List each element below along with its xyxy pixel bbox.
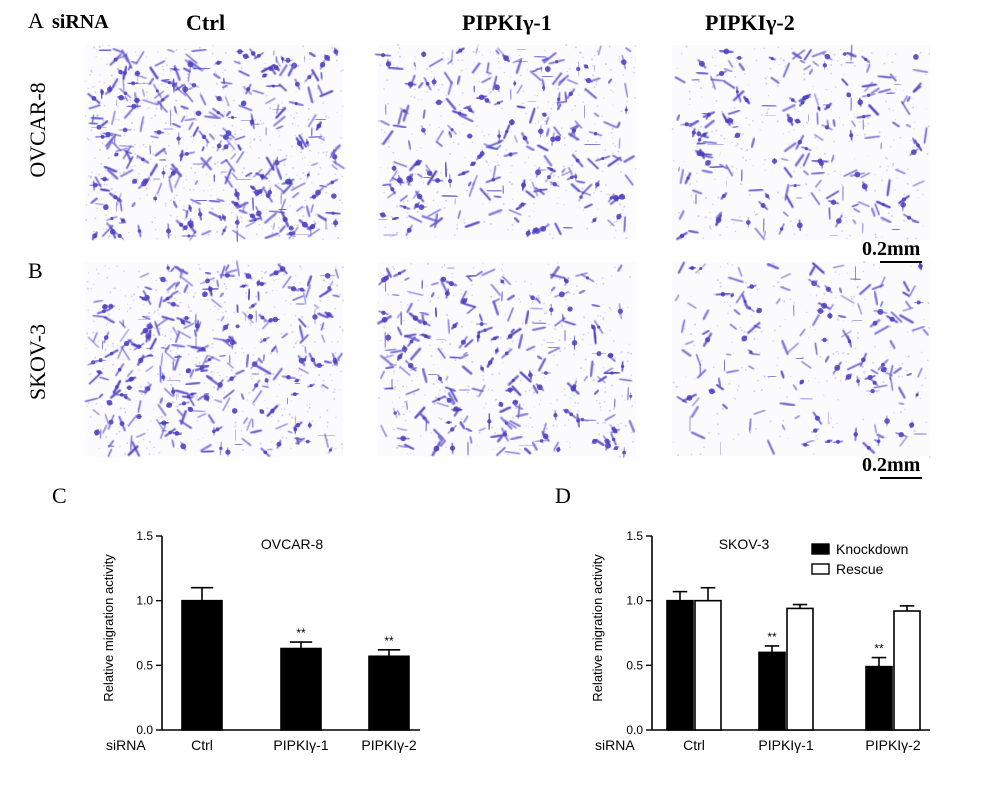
bar (280, 647, 322, 731)
panel-c-letter: C (52, 483, 67, 508)
chart-skov3: D SKOV-3 Relative migration activity siR… (555, 483, 930, 753)
legend: Knockdown Rescue (811, 541, 908, 577)
significance-marker: ** (296, 626, 306, 640)
category-label: Ctrl (191, 737, 213, 753)
y-tick-label: 1.0 (626, 594, 643, 608)
y-tick-label: 0.0 (136, 723, 153, 737)
significance-marker: ** (767, 630, 777, 644)
y-tick-label: 1.5 (626, 529, 643, 543)
y-tick-label: 1.0 (136, 594, 153, 608)
y-tick-label: 1.5 (136, 529, 153, 543)
micrograph-ovcar8-pipki-2 (671, 44, 931, 241)
bar (181, 599, 223, 731)
y-tick-label: 0.5 (136, 658, 153, 672)
column-label-pipki-1: PIPKIγ-1 (462, 10, 552, 35)
legend-label: Knockdown (836, 541, 908, 557)
legend-label: Rescue (836, 561, 884, 577)
bar (666, 599, 694, 731)
y-axis-label: Relative migration activity (101, 554, 116, 702)
micrograph-skov3-pipki-1 (377, 262, 636, 459)
column-label-pipki-2: PIPKIγ-2 (705, 10, 795, 35)
legend-swatch (811, 543, 830, 555)
y-tick-label: 0.0 (626, 723, 643, 737)
bar (758, 651, 786, 731)
micrograph-ovcar8-ctrl (84, 44, 345, 242)
y-axis-label: Relative migration activity (590, 554, 605, 702)
bar (694, 599, 722, 731)
category-label: PIPKIγ-2 (361, 737, 416, 753)
bar (893, 610, 921, 731)
row-label-ovcar8: OVCAR-8 (25, 82, 50, 177)
panel-a-letter: A (28, 8, 44, 33)
category-label: PIPKIγ-2 (865, 737, 920, 753)
chart-ovcar8: C OVCAR-8 Relative migration activity si… (52, 483, 420, 753)
scale-bar-label-b: 0.2mm (862, 454, 921, 476)
column-label-ctrl: Ctrl (186, 10, 225, 35)
x-axis-label: siRNA (595, 737, 635, 753)
panel-b-letter: B (28, 258, 43, 283)
row-label-skov3: SKOV-3 (25, 324, 50, 400)
bar (786, 607, 814, 731)
category-label: PIPKIγ-1 (273, 737, 328, 753)
chart-title: SKOV-3 (719, 536, 770, 552)
scale-bar-label-a: 0.2mm (862, 238, 921, 260)
bar (865, 665, 893, 731)
chart-title: OVCAR-8 (261, 536, 323, 552)
micrograph-skov3-pipki-2 (672, 261, 931, 458)
bar (368, 655, 410, 731)
x-axis-label: siRNA (106, 737, 146, 753)
legend-swatch (811, 563, 830, 575)
panel-d-letter: D (555, 483, 571, 508)
sirna-label: siRNA (52, 11, 109, 33)
category-label: Ctrl (683, 737, 705, 753)
y-tick-label: 0.5 (626, 658, 643, 672)
micrograph-ovcar8-pipki-1 (374, 44, 637, 240)
significance-marker: ** (874, 642, 884, 656)
micrograph-skov3-ctrl (84, 260, 344, 458)
category-label: PIPKIγ-1 (758, 737, 813, 753)
significance-marker: ** (384, 634, 394, 648)
